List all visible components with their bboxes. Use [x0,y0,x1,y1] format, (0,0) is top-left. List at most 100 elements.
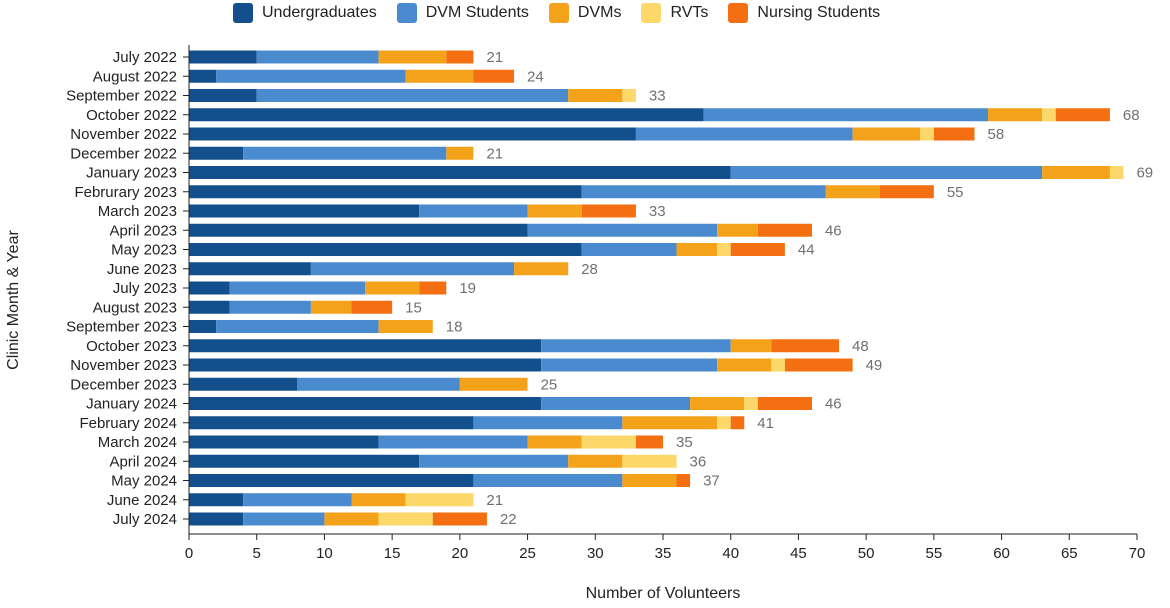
legend-swatch [548,3,569,23]
bar-segment-nursing-students [432,512,487,526]
x-tick-label: 55 [926,545,943,562]
bar-segment-undergraduates [189,262,311,276]
bar-segment-undergraduates [189,474,474,487]
total-label: 28 [581,261,598,278]
total-label: 21 [486,145,503,162]
bar-segment-undergraduates [189,223,528,237]
legend-item: RVTs [641,3,708,23]
bar-segment-dvms [717,223,758,237]
y-tick-label: May 2023 [111,242,177,259]
x-tick-label: 5 [253,545,261,562]
x-tick-label: 50 [858,545,875,562]
x-tick-label: 15 [384,545,401,562]
x-tick-label: 10 [316,545,333,562]
total-label: 24 [527,68,544,85]
total-label: 69 [1136,165,1153,182]
bar-segment-dvms [622,416,718,430]
y-tick-label: September 2023 [66,319,177,336]
y-tick-label: July 2024 [113,511,177,528]
bar-segment-nursing-students [784,358,853,372]
y-tick-label: November 2023 [70,357,177,374]
bar-segment-nursing-students [351,300,393,314]
y-tick-label: June 2024 [107,492,177,509]
total-label: 49 [866,357,883,374]
bar-segment-dvm-students [216,69,406,83]
bar-segment-dvm-students [243,512,325,526]
total-label: 21 [486,492,503,509]
bar-segment-undergraduates [189,146,244,160]
bar-segment-dvms [514,262,569,276]
bar-segment-dvms [568,89,623,102]
x-tick-label: 30 [587,545,604,562]
bar-segment-dvms [351,493,406,507]
y-tick-label: May 2024 [111,473,177,490]
total-label: 44 [798,242,815,259]
bar-segment-dvms [988,108,1043,122]
legend-swatch [728,3,749,23]
y-tick-label: August 2023 [93,299,177,316]
legend-swatch [233,3,253,23]
total-label: 21 [486,49,503,66]
bar-segment-rvts [920,127,934,141]
y-axis-title: Clinic Month & Year [5,230,22,370]
total-label: 48 [852,338,869,355]
bar-segment-dvm-students [310,262,515,276]
bar-segment-dvms [378,50,447,64]
x-tick-label: 25 [519,545,536,562]
bar-segment-dvm-students [256,89,569,102]
bar-segment-dvm-students [229,300,311,314]
bar-segment-dvm-students [256,50,379,64]
legend-item: DVMs [548,3,621,23]
y-tick-label: December 2022 [70,145,177,162]
bar-segment-nursing-students [1055,108,1110,122]
bar-segment-undergraduates [189,493,244,507]
legend-label: Undergraduates [262,4,377,21]
bar-segment-rvts [717,416,731,430]
bar-segment-dvms [310,300,352,314]
legend-swatch [396,3,417,23]
bar-segment-dvms [676,243,718,256]
x-tick-label: 35 [655,545,672,562]
total-label: 25 [541,376,558,393]
bar-segment-dvm-students [527,223,718,237]
bar-segment-dvm-students [581,243,677,256]
legend-label: RVTs [670,4,709,21]
bar-segment-dvm-students [541,397,691,410]
bar-segment-nursing-students [757,397,812,410]
bar-segment-dvm-students [229,281,366,295]
bar-segment-undergraduates [189,166,731,179]
bar-segment-rvts [1042,108,1056,122]
bar-segment-nursing-students [730,243,785,256]
total-label: 36 [690,453,707,470]
y-tick-label: January 2024 [86,396,177,413]
x-axis-title: Number of Volunteers [585,585,741,602]
bar-segment-nursing-students [419,281,447,295]
bar-segment-dvms [622,474,677,487]
legend-label: DVM Students [425,4,529,21]
x-tick-label: 0 [185,545,193,562]
legend: Undergraduates DVM Students DVMs RVTs Nursin… [233,3,900,23]
bar-segment-dvms [730,339,772,353]
bar-segment-undergraduates [189,435,379,449]
bar-segment-rvts [717,243,731,256]
bar-segment-nursing-students [879,185,934,199]
bar-segment-undergraduates [189,50,257,64]
x-tick-label: 70 [1129,545,1146,562]
bar-segment-undergraduates [189,243,582,256]
bar-segment-undergraduates [189,204,420,218]
legend-item: DVM Students [396,3,529,23]
bar-segment-dvms [690,397,745,410]
bar-segment-dvms [324,512,379,526]
bar-segment-dvms [378,320,433,333]
bar-segment-undergraduates [189,512,244,526]
legend-label: Nursing Students [757,4,881,21]
y-tick-label: December 2023 [70,376,177,393]
total-label: 19 [459,280,476,297]
y-tick-label: November 2022 [70,126,177,143]
total-label: 55 [947,184,964,201]
bar-segment-dvm-students [378,435,528,449]
bar-segment-dvm-students [473,416,623,430]
x-tick-label: 20 [452,545,469,562]
bar-segment-undergraduates [189,108,704,122]
bar-segment-rvts [622,89,636,102]
